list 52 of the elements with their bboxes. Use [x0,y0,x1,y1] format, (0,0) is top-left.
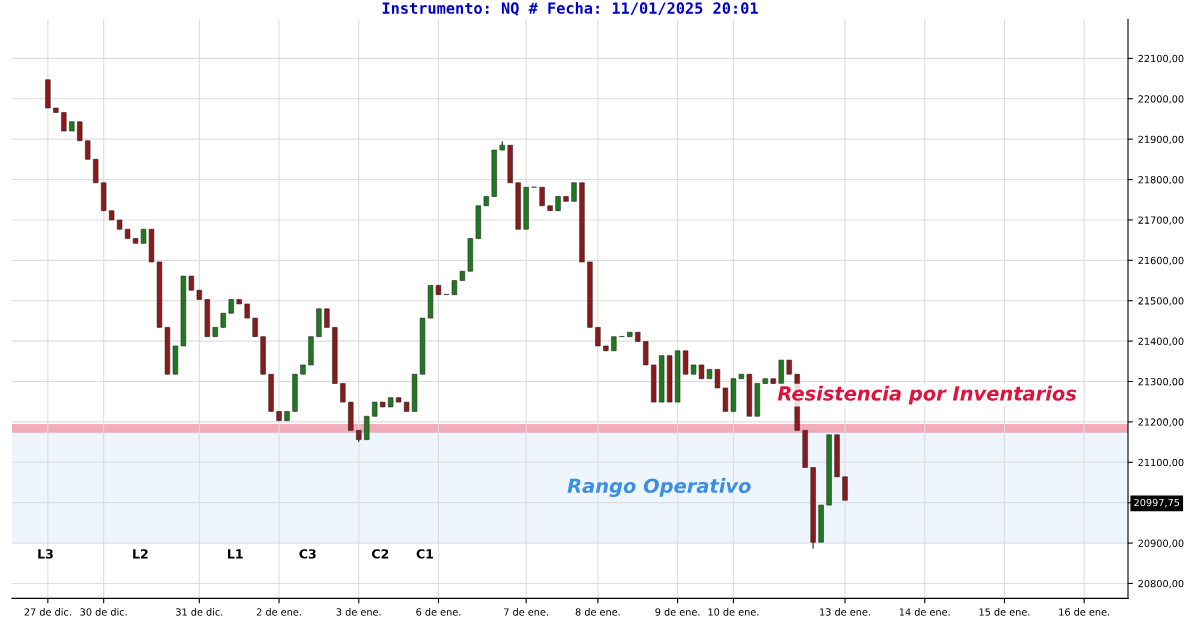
x-tick-label: 27 de dic. [24,608,71,616]
x-tick-label: 14 de ene. [899,608,950,616]
y-tick-label: 22100,00 [1138,54,1184,64]
y-tick-label: 21900,00 [1138,135,1184,144]
chart-title: Instrumento: NQ # Fecha: 11/01/2025 20:01 [382,2,758,16]
y-tick-label: 21400,00 [1138,337,1184,346]
y-tick-label: 21100,00 [1138,458,1184,468]
candlestick [85,140,91,160]
candlestick [778,359,784,385]
y-tick-label: 20800,00 [1138,579,1184,589]
y-tick-label: 21200,00 [1138,418,1184,427]
candlestick [571,182,577,202]
annotation: C2 [371,549,389,559]
candlestick [252,317,258,338]
annotation: C3 [299,549,316,559]
x-tick-label: 30 de dic. [80,608,127,616]
y-tick-label: 21300,00 [1138,377,1184,387]
candlestick [595,326,601,347]
text: 20997,75 [1134,498,1180,508]
band-label: Rango Operativo [567,478,751,498]
x-tick-label: 16 de ene. [1059,608,1110,616]
y-tick-label: 21700,00 [1138,216,1184,225]
annotation: L3 [38,549,53,559]
y-tick-label: 21800,00 [1138,176,1184,185]
annotation: C1 [416,549,433,559]
candlestick [93,158,99,184]
x-tick-label: 3 de ene. [336,608,381,616]
x-tick-label: 10 de ene. [708,608,759,616]
candlestick [61,111,67,132]
y-tick-label: 22000,00 [1138,95,1184,104]
candlestick [842,476,848,501]
candlestick [643,340,649,366]
x-tick-label: 9 de ene. [655,608,700,616]
candlestick [682,350,689,375]
band-label: Resistencia por Inventarios [777,385,1077,405]
x-tick-label: 2 de ene. [256,608,301,616]
x-tick-label: 13 de ene. [820,608,870,616]
y-tick-label: 20900,00 [1138,539,1184,548]
x-tick-label: 8 de ene. [575,608,620,616]
candlestick [77,121,83,142]
y-tick-label: 21500,00 [1138,297,1184,306]
y-tick-label: 21600,00 [1138,256,1184,266]
x-tick-label: 31 de dic. [176,608,223,616]
x-tick-label: 15 de ene. [979,608,1030,616]
x-tick-label: 7 de ene. [504,608,548,616]
candlestick [340,382,346,403]
candlestick [539,186,545,207]
annotation: L1 [228,549,243,559]
annotation: L2 [133,549,148,559]
candlestick [364,415,370,441]
candlestick [324,308,330,328]
x-tick-label: 6 de ene. [416,608,461,616]
